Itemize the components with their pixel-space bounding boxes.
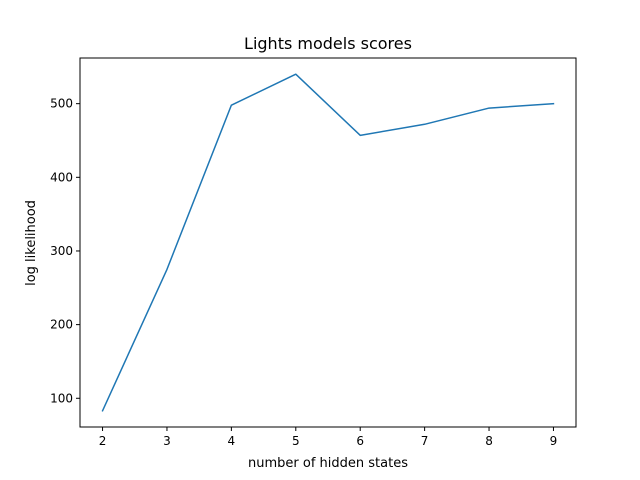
y-axis-label: log likelihood <box>24 200 39 286</box>
y-axis: 100 200 300 400 500 <box>50 97 80 405</box>
x-axis: 2 3 4 5 6 7 8 9 <box>99 427 558 448</box>
y-tick-label: 300 <box>50 244 73 258</box>
x-tick-label: 3 <box>163 434 171 448</box>
y-tick-label: 400 <box>50 170 73 184</box>
y-tick-label: 100 <box>50 391 73 405</box>
plot-area <box>101 73 555 412</box>
y-tick-label: 500 <box>50 97 73 111</box>
x-axis-label: number of hidden states <box>248 456 408 471</box>
x-tick-label: 6 <box>356 434 364 448</box>
chart-title: Lights models scores <box>244 34 412 53</box>
x-tick-label: 5 <box>292 434 300 448</box>
x-tick-label: 7 <box>421 434 429 448</box>
axes-frame <box>79 57 577 428</box>
series-line-0 <box>101 73 555 412</box>
x-tick-label: 8 <box>485 434 493 448</box>
x-tick-label: 2 <box>99 434 107 448</box>
x-tick-label: 9 <box>550 434 558 448</box>
y-tick-label: 200 <box>50 318 73 332</box>
x-tick-label: 4 <box>228 434 236 448</box>
